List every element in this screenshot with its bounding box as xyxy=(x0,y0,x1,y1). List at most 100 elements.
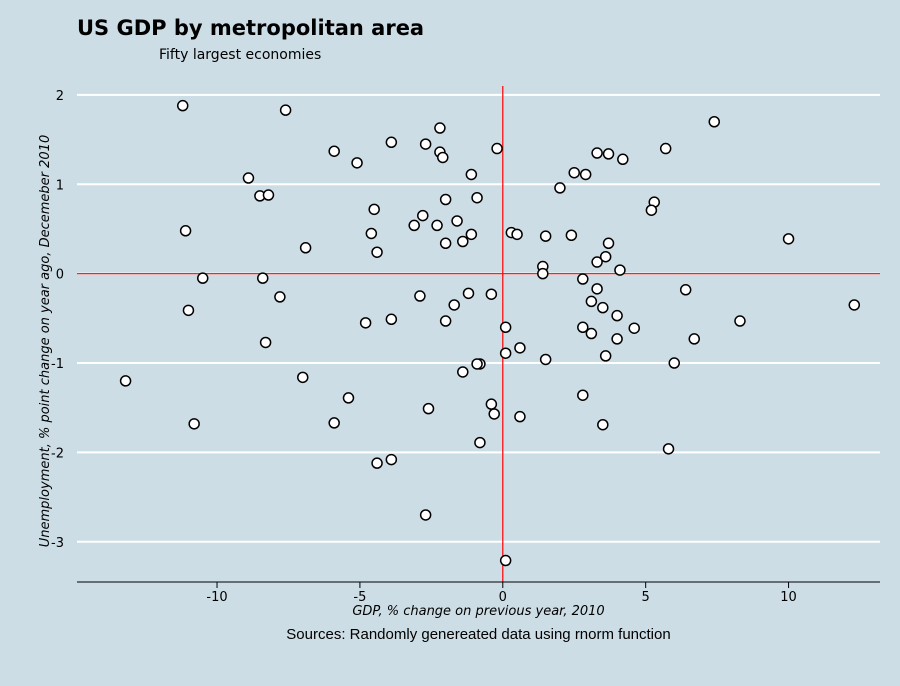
data-point xyxy=(585,295,598,308)
data-point xyxy=(385,313,398,326)
data-point xyxy=(499,554,512,567)
y-tick-label: 0 xyxy=(56,268,64,283)
data-point xyxy=(419,138,432,150)
data-point xyxy=(499,321,512,334)
y-tick-label: 2 xyxy=(56,89,64,104)
data-point xyxy=(385,136,398,149)
data-point xyxy=(599,250,612,263)
x-tick-label: 0 xyxy=(499,590,507,605)
data-point xyxy=(119,375,132,387)
data-point xyxy=(465,228,478,241)
data-point xyxy=(662,443,675,455)
chart-subtitle: Fifty largest economies xyxy=(159,47,321,63)
data-point xyxy=(408,219,420,232)
data-point xyxy=(485,288,498,300)
data-point xyxy=(511,228,523,241)
data-point xyxy=(577,321,589,334)
x-tick-label: -10 xyxy=(206,590,227,605)
data-point xyxy=(328,417,340,429)
data-point xyxy=(471,358,483,370)
data-point xyxy=(419,509,432,521)
data-point xyxy=(537,267,549,280)
data-point xyxy=(465,168,478,181)
data-point xyxy=(599,350,612,362)
data-point xyxy=(499,347,512,359)
y-tick-label: -3 xyxy=(51,536,64,551)
data-point xyxy=(256,272,269,284)
y-axis-label: Unemployment, % point change on year ago… xyxy=(38,135,53,547)
data-point xyxy=(597,418,609,431)
x-tick-label: -5 xyxy=(353,590,366,605)
data-point xyxy=(565,229,578,241)
y-axis-ticks: -3 -2 -1 0 1 2 xyxy=(51,89,64,551)
data-point xyxy=(679,284,692,296)
data-point xyxy=(368,203,380,216)
chart-title: US GDP by metropolitan area xyxy=(77,16,424,40)
data-point xyxy=(539,353,552,366)
data-point xyxy=(439,193,452,206)
data-point xyxy=(848,299,861,311)
data-point xyxy=(579,168,592,181)
data-point xyxy=(597,301,609,314)
data-point xyxy=(434,122,446,134)
data-point xyxy=(491,142,503,155)
data-point xyxy=(371,457,383,469)
data-point xyxy=(617,153,629,166)
y-tick-label: -1 xyxy=(51,357,64,372)
data-point xyxy=(514,410,526,423)
data-point xyxy=(577,389,589,401)
data-point xyxy=(614,264,626,276)
data-point xyxy=(242,172,255,184)
data-point xyxy=(471,191,483,204)
y-tick-label: -2 xyxy=(51,446,64,461)
data-point xyxy=(385,453,398,466)
data-point xyxy=(539,230,552,242)
data-point xyxy=(176,99,189,112)
data-point xyxy=(457,235,469,248)
data-point xyxy=(196,272,209,284)
x-tick-label: 10 xyxy=(780,590,797,605)
reference-lines xyxy=(77,86,880,582)
data-point xyxy=(485,398,498,410)
data-point xyxy=(734,315,746,327)
data-point xyxy=(448,299,460,311)
data-point xyxy=(585,327,598,340)
data-point xyxy=(431,219,443,232)
data-point xyxy=(439,237,452,250)
data-point xyxy=(179,225,192,237)
data-point xyxy=(359,317,372,329)
data-point xyxy=(628,322,640,334)
data-point xyxy=(457,366,469,378)
data-point xyxy=(645,204,658,216)
data-point xyxy=(351,157,363,169)
x-tick-label: 5 xyxy=(642,590,650,605)
x-axis-label: GDP, % change on previous year, 2010 xyxy=(352,604,604,619)
x-axis-ticks: -10 -5 0 5 10 xyxy=(206,582,797,605)
data-point xyxy=(462,287,475,300)
data-point xyxy=(611,309,623,322)
data-point xyxy=(259,336,272,349)
data-point xyxy=(439,315,452,327)
data-point xyxy=(474,436,486,449)
data-point xyxy=(262,189,275,201)
data-point xyxy=(188,418,200,430)
data-point xyxy=(299,242,312,254)
data-point xyxy=(688,333,701,345)
data-point xyxy=(414,290,426,302)
y-tick-label: 1 xyxy=(56,178,64,193)
data-point xyxy=(591,283,603,295)
data-point xyxy=(602,237,615,250)
data-point xyxy=(437,151,449,164)
data-point xyxy=(328,145,340,157)
data-point xyxy=(668,357,680,369)
data-point xyxy=(371,246,383,258)
data-point xyxy=(274,291,286,303)
data-point xyxy=(611,333,623,345)
data-point xyxy=(342,392,355,404)
data-point xyxy=(422,402,435,415)
data-point xyxy=(708,115,721,128)
data-point xyxy=(782,233,795,245)
data-point xyxy=(279,104,292,116)
data-point xyxy=(577,273,589,285)
